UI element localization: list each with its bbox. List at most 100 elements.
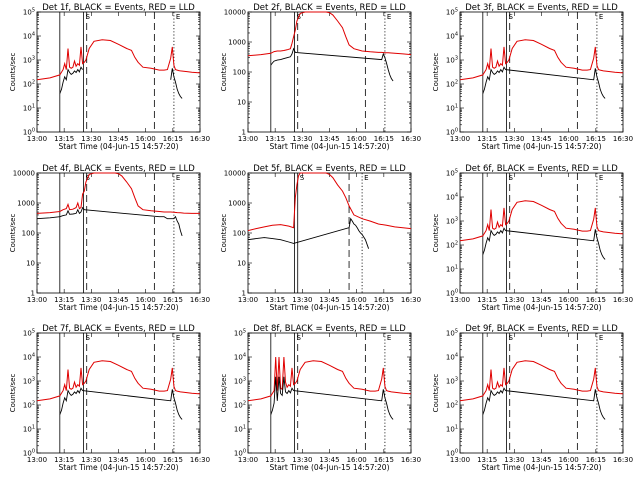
y-tick-label: 104 — [446, 353, 458, 362]
x-tick-label: 13:00 — [27, 135, 47, 143]
y-tick-label: 105 — [23, 8, 35, 17]
x-tick-label: 16:30 — [401, 456, 421, 464]
x-tick-label: 16:15 — [374, 135, 394, 143]
series-events-line — [482, 227, 606, 260]
y-tick-label: 102 — [23, 401, 35, 410]
x-tick-label: 16:30 — [190, 135, 210, 143]
x-tick-label: 16:00 — [559, 135, 579, 143]
x-tick-label: 13:30 — [504, 456, 524, 464]
x-tick-label: 13:30 — [292, 296, 312, 304]
series-events-line — [59, 387, 183, 420]
y-tick-label: 104 — [446, 193, 458, 202]
y-axis-label: Counts/sec — [432, 374, 440, 413]
y-tick-label: 102 — [446, 401, 458, 410]
x-tick-label: 16:00 — [347, 296, 367, 304]
y-tick-label: 104 — [234, 353, 246, 362]
y-tick-label: 105 — [446, 169, 458, 178]
y-tick-label: 100 — [23, 449, 35, 458]
y-axis-label: Counts/sec — [220, 214, 228, 253]
x-tick-label: 13:45 — [319, 456, 339, 464]
chart-panel-4: Det 4f, BLACK = Events, RED = LLD 1 10 100 1… — [9, 164, 210, 312]
x-tick-label: 13:45 — [531, 296, 551, 304]
series-lld-line — [247, 11, 412, 57]
plot-frame — [247, 11, 412, 133]
chart-title: Det 8f, BLACK = Events, RED = LLD — [253, 324, 406, 334]
y-tick-label: 103 — [23, 56, 35, 65]
x-tick-label: 16:00 — [136, 456, 156, 464]
y-tick-label: 1000 — [17, 200, 35, 208]
x-tick-label: 16:30 — [613, 296, 633, 304]
x-tick-label: 13:45 — [319, 135, 339, 143]
x-axis-label: Start Time (04-Jun-15 14:57:20) — [482, 463, 602, 472]
chart-panel-1: Det 1f, BLACK = Events, RED = LLD 100 101 1… — [9, 3, 210, 151]
x-tick-label: 13:30 — [81, 456, 101, 464]
x-tick-label: 16:30 — [613, 135, 633, 143]
y-tick-label: 10 — [237, 260, 246, 268]
x-tick-label: 13:30 — [504, 296, 524, 304]
x-tick-label: 13:15 — [54, 296, 74, 304]
y-tick-label: 1000 — [228, 39, 246, 47]
chart-title: Det 2f, BLACK = Events, RED = LLD — [253, 3, 406, 13]
series-lld-line — [36, 360, 201, 402]
end-marker-label: E — [176, 174, 180, 182]
y-axis-label: Counts/sec — [432, 214, 440, 253]
series-events-line — [270, 376, 394, 420]
y-axis-label: Counts/sec — [432, 53, 440, 92]
y-axis-label: Counts/sec — [9, 214, 17, 253]
end-marker-label: E — [599, 334, 603, 342]
x-axis-label: Start Time (04-Jun-15 14:57:20) — [59, 303, 179, 312]
y-tick-label: 10000 — [224, 170, 246, 178]
start-marker-label: S — [508, 13, 513, 21]
y-tick-label: 100 — [446, 289, 458, 298]
x-tick-label: 13:30 — [292, 135, 312, 143]
chart-panel-3: Det 3f, BLACK = Events, RED = LLD 100 101 1… — [432, 3, 633, 151]
x-tick-label: 13:45 — [319, 296, 339, 304]
y-tick-label: 100 — [234, 449, 246, 458]
x-axis-label: Start Time (04-Jun-15 14:57:20) — [270, 142, 390, 151]
y-axis-label: Counts/sec — [220, 374, 228, 413]
y-tick-label: 102 — [23, 80, 35, 89]
x-tick-label: 13:45 — [108, 135, 128, 143]
y-tick-label: 10000 — [224, 9, 246, 17]
x-tick-label: 16:15 — [586, 456, 606, 464]
x-tick-label: 13:45 — [108, 296, 128, 304]
y-tick-label: 103 — [23, 377, 35, 386]
y-tick-label: 101 — [446, 265, 458, 274]
x-tick-label: 16:30 — [190, 296, 210, 304]
y-tick-label: 100 — [446, 449, 458, 458]
end-marker-label: E — [387, 13, 391, 21]
chart-title: Det 9f, BLACK = Events, RED = LLD — [465, 324, 618, 334]
x-tick-label: 13:00 — [238, 456, 258, 464]
end-marker-label: E — [387, 334, 391, 342]
series-events-line — [247, 217, 370, 249]
series-lld-line — [36, 172, 200, 214]
x-tick-label: 13:15 — [265, 135, 285, 143]
x-tick-label: 16:15 — [374, 456, 394, 464]
series-lld-line — [247, 172, 412, 232]
chart-panel-5: Det 5f, BLACK = Events, RED = LLD 1 10 100 1… — [220, 164, 421, 312]
x-tick-label: 16:15 — [586, 296, 606, 304]
y-tick-label: 105 — [446, 8, 458, 17]
x-tick-label: 13:15 — [54, 135, 74, 143]
y-tick-label: 1 — [242, 290, 246, 298]
x-tick-label: 13:00 — [27, 296, 47, 304]
x-tick-label: 13:00 — [27, 456, 47, 464]
x-tick-label: 13:15 — [477, 456, 497, 464]
x-tick-label: 13:00 — [238, 135, 258, 143]
y-axis-label: Counts/sec — [9, 374, 17, 413]
series-events-line — [59, 66, 183, 99]
y-tick-label: 105 — [23, 329, 35, 338]
chart-panel-2: Det 2f, BLACK = Events, RED = LLD 1 10 100 1… — [220, 3, 421, 151]
x-tick-label: 16:15 — [586, 135, 606, 143]
chart-title: Det 5f, BLACK = Events, RED = LLD — [253, 164, 406, 174]
y-tick-label: 101 — [446, 104, 458, 113]
end-marker-label: E — [599, 13, 603, 21]
y-tick-label: 103 — [234, 377, 246, 386]
x-tick-label: 13:30 — [81, 135, 101, 143]
y-axis-label: Counts/sec — [220, 53, 228, 92]
x-tick-label: 13:30 — [292, 456, 312, 464]
y-tick-label: 1 — [31, 290, 35, 298]
x-tick-label: 16:30 — [401, 135, 421, 143]
x-tick-label: 13:00 — [450, 135, 470, 143]
